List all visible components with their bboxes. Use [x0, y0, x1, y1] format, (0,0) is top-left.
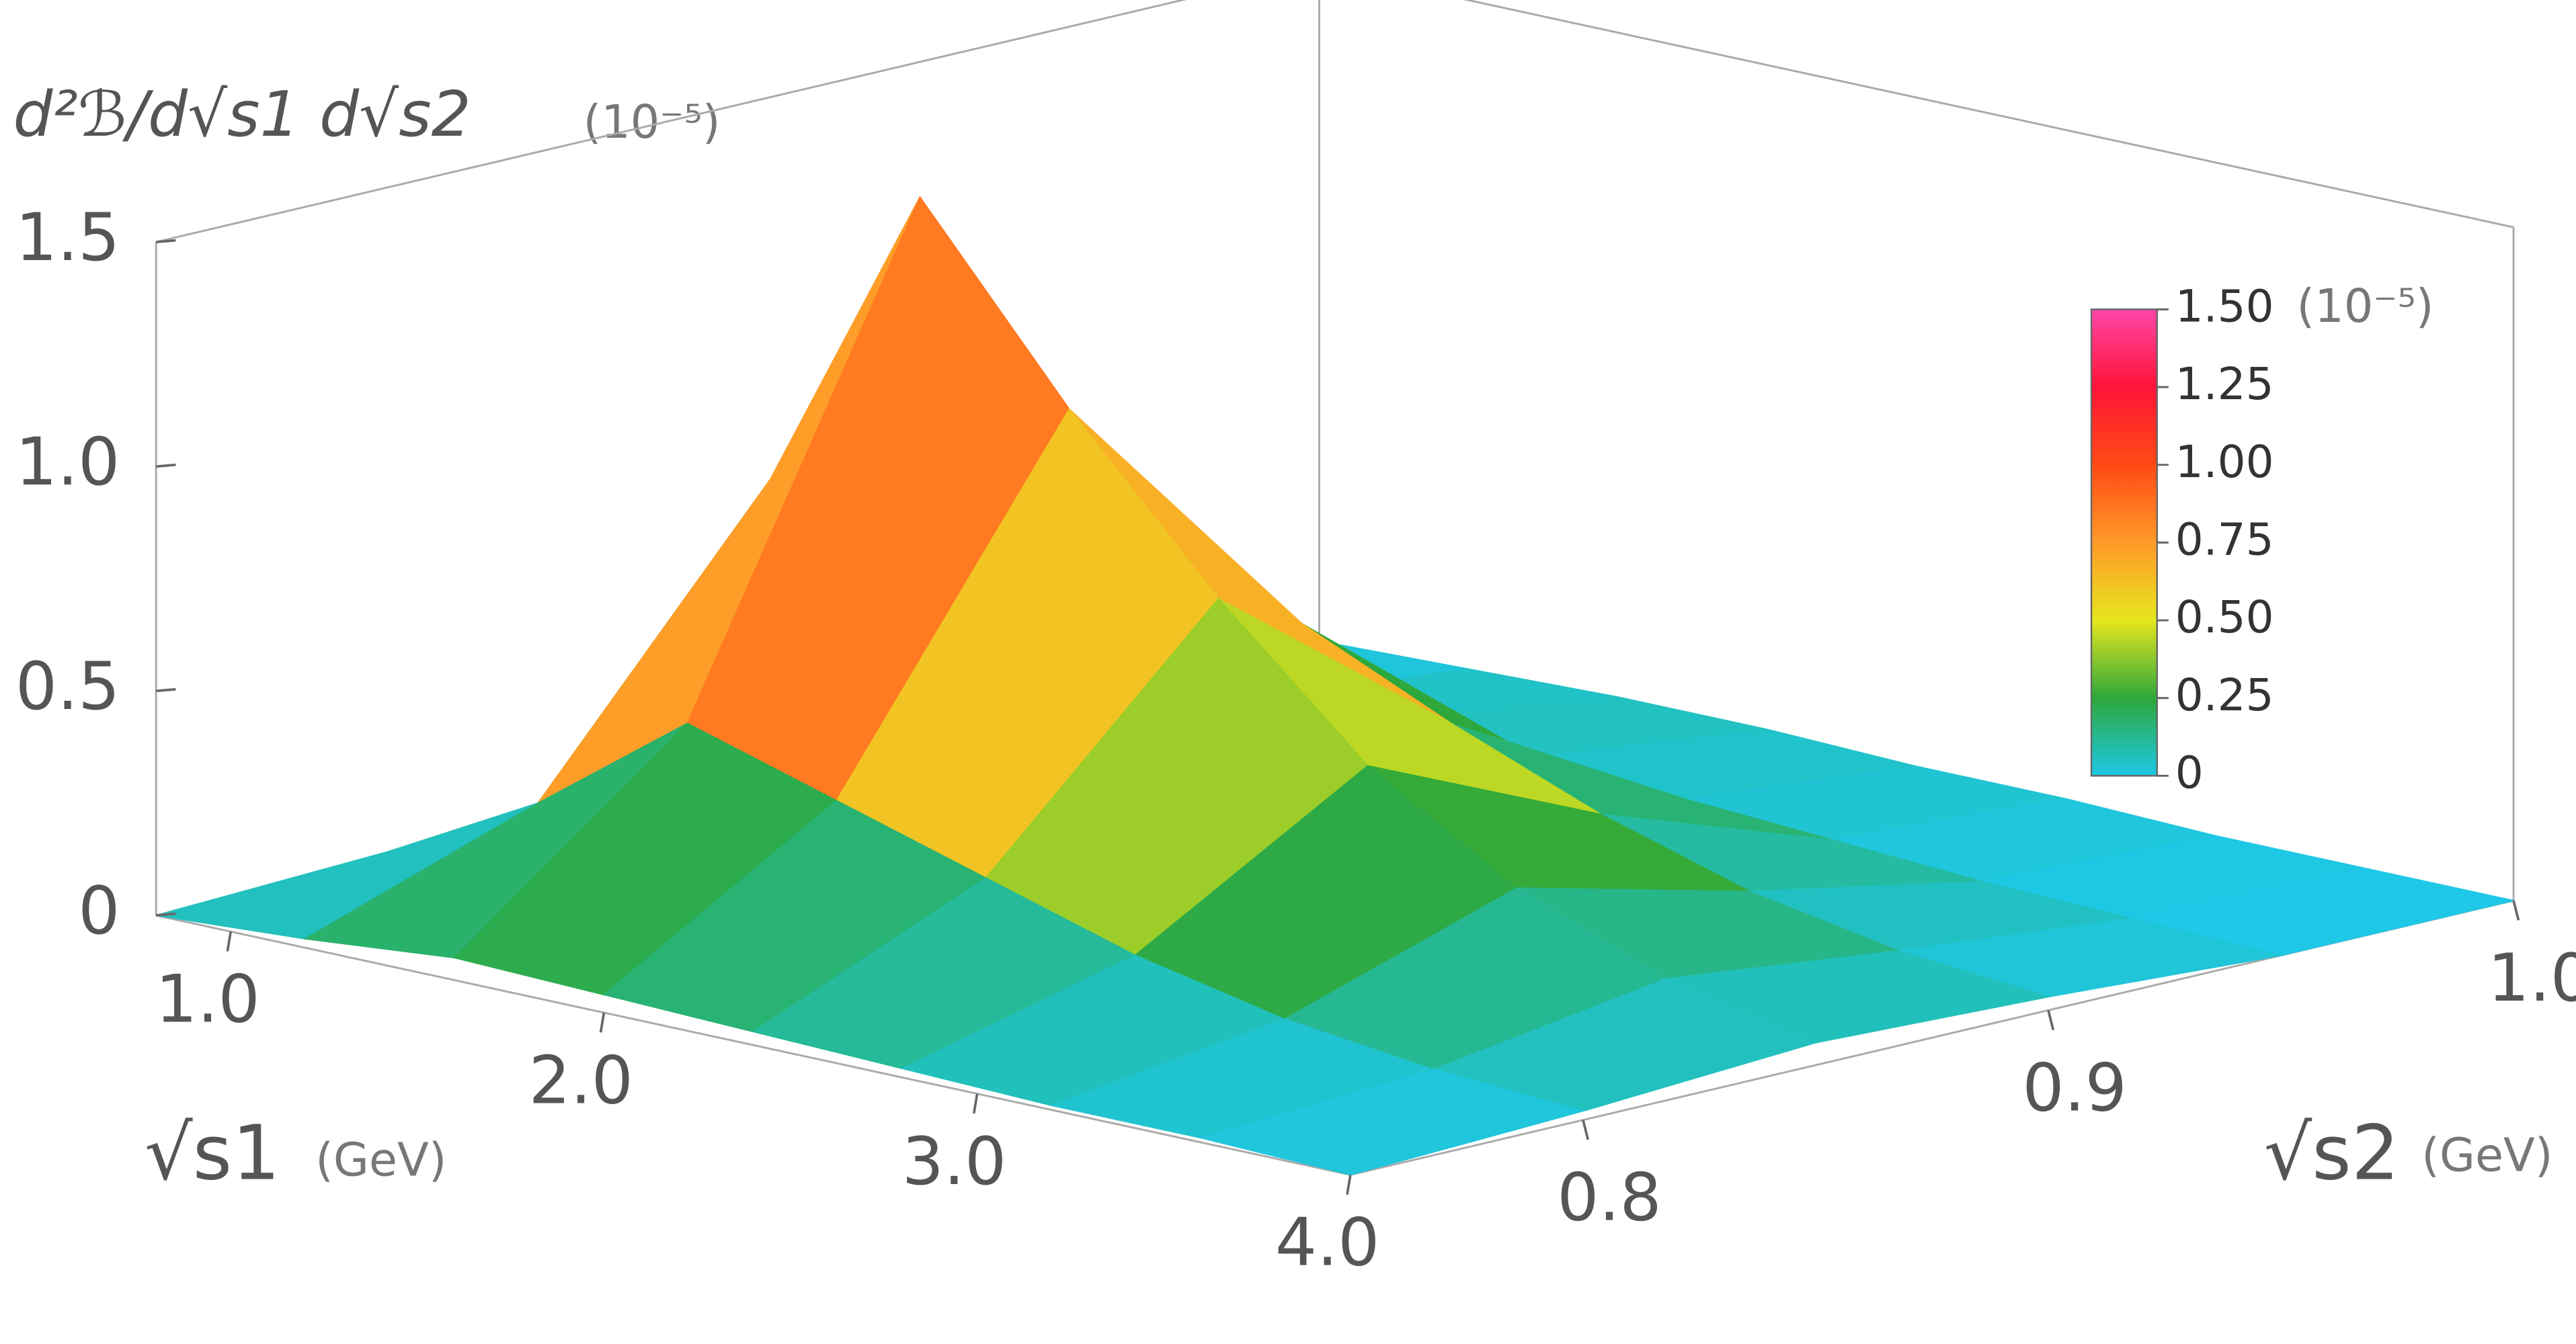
colorbar-tick-label: 0.75: [2175, 513, 2274, 565]
z-tick-label: 1.0: [15, 424, 120, 501]
y-tick: [1582, 1120, 1590, 1140]
z-tick: [156, 687, 176, 692]
colorbar-tick-label: 1.25: [2175, 358, 2274, 410]
box-edge: [155, 914, 1351, 1176]
colorbar-tick-label: 1.50: [2175, 280, 2274, 332]
y-tick: [2047, 1009, 2055, 1031]
z-tick: [156, 463, 176, 468]
y-axis-unit: (GeV): [2421, 1128, 2552, 1182]
z-tick: [156, 239, 176, 243]
z-axis-label: d²ℬ/d√s1 d√s2: [13, 78, 471, 151]
y-tick-label: 1.0: [2488, 940, 2576, 1017]
x-axis-unit: (GeV): [315, 1134, 446, 1187]
z-tick-label: 1.5: [15, 200, 120, 276]
x-tick-label: 4.0: [1275, 1205, 1379, 1282]
box-edge: [1463, 0, 2514, 228]
colorbar-tick-label: 1.00: [2175, 436, 2274, 488]
colorbar-unit: (10⁻⁵): [2297, 280, 2434, 333]
z-tick-label: 0.5: [15, 648, 120, 725]
z-tick-label: 0: [78, 873, 120, 950]
colorbar-tick-label: 0.25: [2175, 669, 2274, 721]
x-tick: [1346, 1174, 1352, 1195]
z-tick: [156, 912, 176, 917]
x-tick: [226, 931, 233, 952]
x-tick-label: 3.0: [902, 1124, 1006, 1200]
x-tick: [972, 1093, 979, 1114]
y-tick: [2512, 900, 2520, 921]
y-axis-label: √s2: [2264, 1109, 2400, 1198]
colorbar-tick-label: 0: [2175, 747, 2204, 798]
x-tick: [599, 1012, 606, 1033]
y-tick-label: 0.9: [2022, 1050, 2126, 1126]
colorbar: [2090, 308, 2159, 777]
x-tick-label: 1.0: [155, 962, 259, 1038]
y-tick-label: 0.8: [1557, 1160, 1661, 1236]
surface-patch: [1199, 1068, 1586, 1176]
colorbar-tick-label: 0.50: [2175, 591, 2274, 643]
x-tick-label: 2.0: [528, 1042, 633, 1119]
x-axis-label: √s1: [145, 1109, 280, 1198]
box-edge: [155, 0, 1187, 243]
z-axis-unit: (10⁻⁵): [583, 95, 721, 149]
